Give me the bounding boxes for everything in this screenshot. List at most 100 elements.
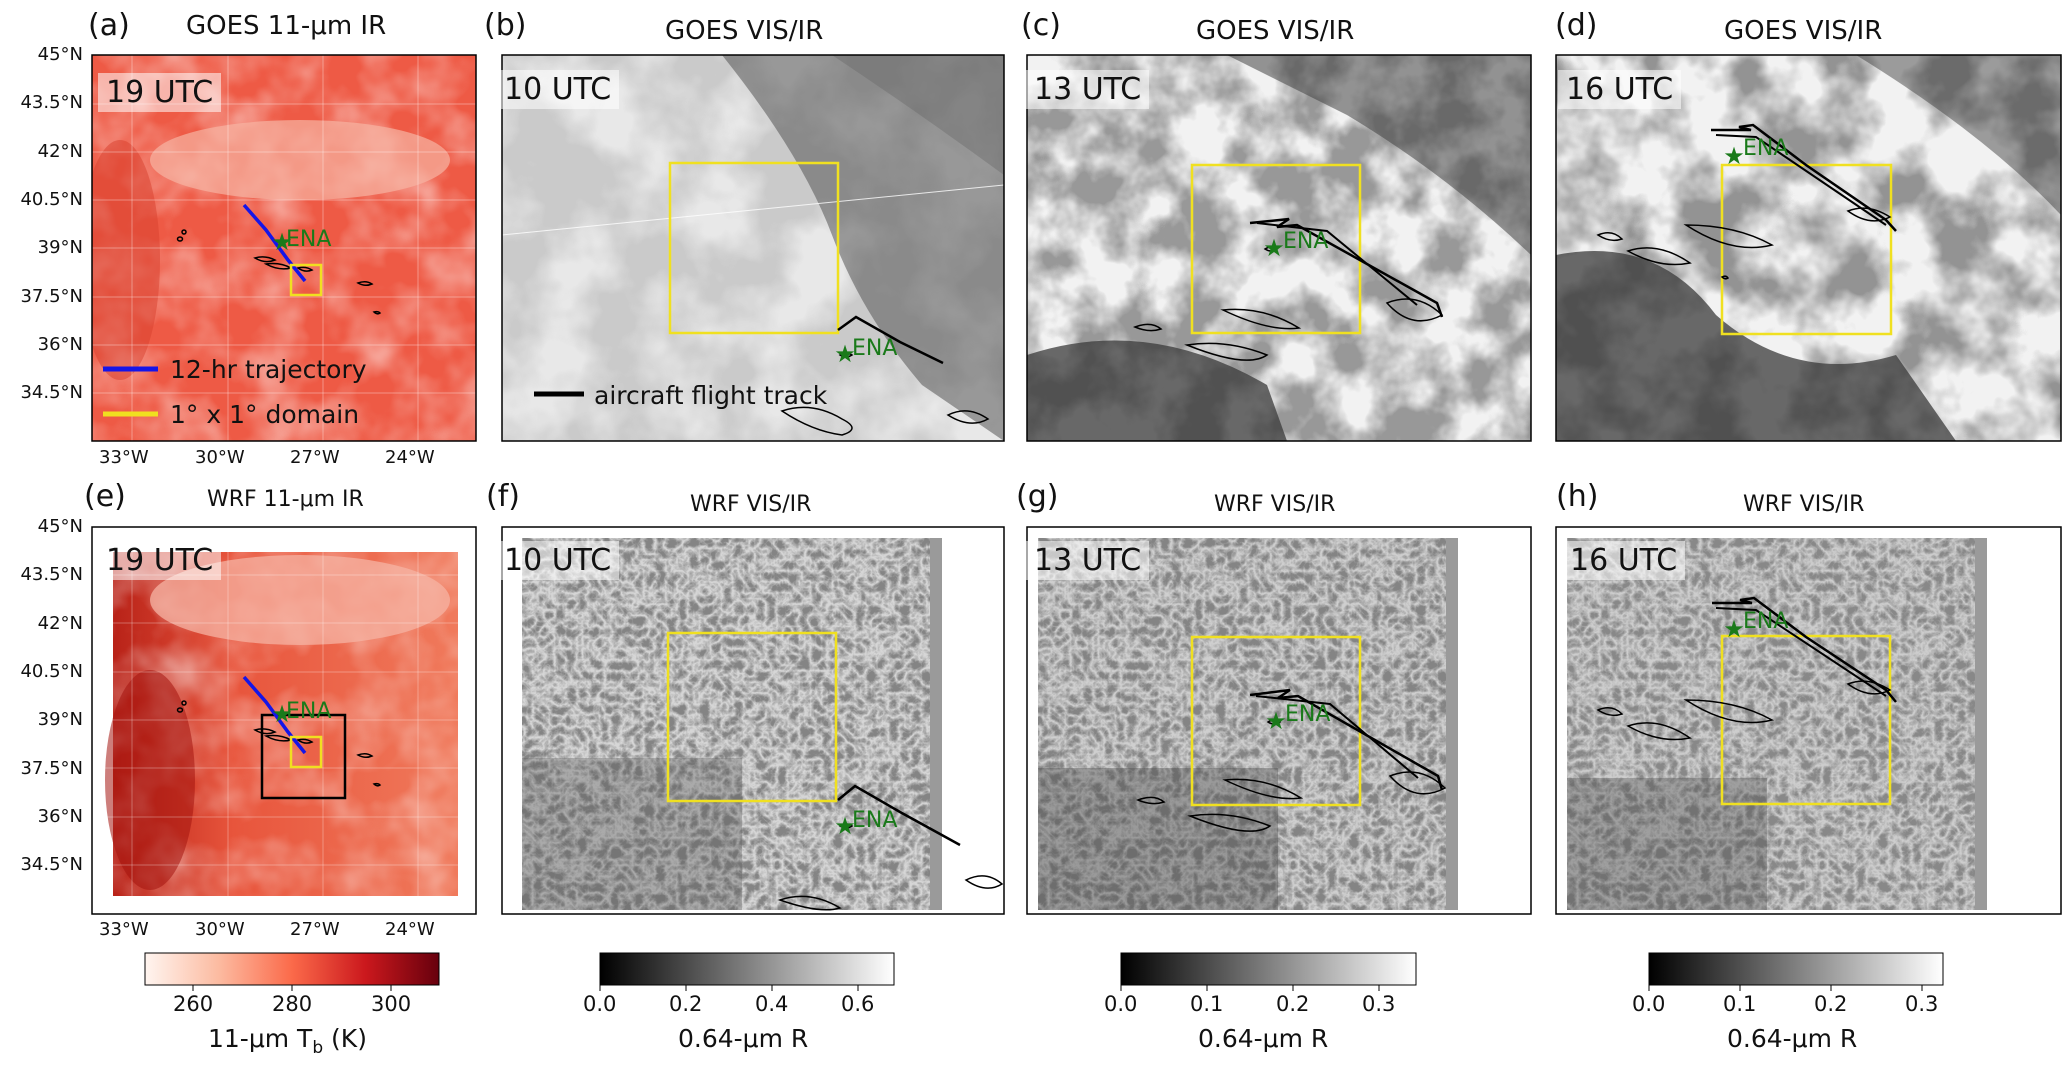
ena-label-c: ENA [1283,229,1329,254]
lon-tick: 30°W [195,447,245,468]
lon-tick: 27°W [290,919,340,940]
panel-b-time: 10 UTC [496,70,620,109]
lon-tick: 33°W [99,919,149,940]
panel-f-tag: (f) [486,479,520,514]
panel-b-map: ★ [501,54,1005,442]
panel-e-title: WRF 11-μm IR [207,487,364,512]
cb-tick: 0.6 [841,992,875,1016]
cb-tick: 0.2 [669,992,703,1016]
lat-tick: 37.5°N [20,286,83,307]
panel-f-time: 10 UTC [496,541,620,580]
panel-c-title: GOES VIS/IR [1196,16,1355,46]
lat-tick: 42°N [37,613,83,634]
ena-label-g: ENA [1285,702,1331,727]
panel-h-tag: (h) [1556,479,1599,514]
colorbar-ir-ticks [192,985,392,991]
cb-tick: 0.4 [755,992,789,1016]
panel-d-title: GOES VIS/IR [1724,16,1883,46]
cb-tick: 0.3 [1905,992,1939,1016]
colorbar-vis-f-title: 0.64-μm R [678,1024,809,1053]
panel-a-title: GOES 11-μm IR [186,11,387,41]
cb-tick: 0.3 [1362,992,1396,1016]
ena-star-h: ★ [1723,615,1745,643]
lat-tick: 42°N [37,141,83,162]
cb-tick: 0.1 [1723,992,1757,1016]
panel-g-map: ★ [1026,526,1532,915]
domain-box-wrf [289,735,323,769]
cb-tick: 0.2 [1814,992,1848,1016]
ena-star-g: ★ [1265,707,1287,735]
panel-f-title: WRF VIS/IR [690,492,812,517]
ena-star-f: ★ [834,812,856,840]
ena-label-d: ENA [1743,136,1789,161]
panel-a-tag: (a) [88,8,130,43]
panel-c-map: ★ [1026,54,1532,442]
lat-tick: 43.5°N [20,564,83,585]
domain-legend-label: 1° x 1° domain [170,400,360,429]
colorbar-vis-g [1120,952,1417,986]
cb-tick: 0.2 [1276,992,1310,1016]
panel-g-tag: (g) [1016,479,1059,514]
panel-d-tag: (d) [1555,8,1598,43]
panel-c-time: 13 UTC [1026,70,1150,109]
lat-tick: 39°N [37,237,83,258]
lat-tick: 36°N [37,806,83,827]
panel-d-time: 16 UTC [1558,70,1682,109]
cb-tick: 300 [371,992,412,1016]
wrf-domain-box [260,713,347,800]
ena-label-f: ENA [852,808,898,833]
domain-box [289,263,323,297]
colorbar-vis-g-title: 0.64-μm R [1198,1024,1329,1053]
cb-tick: 0.0 [1632,992,1666,1016]
lat-tick: 39°N [37,709,83,730]
panel-d-map: ★ [1555,54,2062,442]
ena-star-c: ★ [1263,234,1285,262]
ena-label-a: ENA [286,227,332,252]
panel-g-time: 13 UTC [1026,541,1150,580]
panel-e-map: ★ [91,526,477,915]
ena-label-b: ENA [852,336,898,361]
lat-tick: 40.5°N [20,189,83,210]
colorbar-ir-title: 11-μm Tb (K) [208,1024,367,1058]
ena-star-b: ★ [834,340,856,368]
colorbar-ir [144,952,440,986]
ena-star-d: ★ [1723,142,1745,170]
cb-tick: 0.0 [1104,992,1138,1016]
ena-star-wrf: ★ [271,700,293,728]
colorbar-vis-f [599,952,895,986]
lat-tick: 40.5°N [20,661,83,682]
lat-tick: 37.5°N [20,758,83,779]
trajectory-line-wrf [242,675,307,755]
lon-tick: 27°W [290,447,340,468]
lon-tick: 30°W [195,919,245,940]
trajectory-legend-label: 12-hr trajectory [170,355,367,384]
panel-c-tag: (c) [1021,8,1061,43]
colorbar-vis-h-title: 0.64-μm R [1727,1024,1858,1053]
panel-a-map: ★ [91,54,477,442]
panel-e-time: 19 UTC [98,541,222,580]
panel-h-map: ★ [1555,526,2062,915]
panel-e-tag: (e) [84,479,126,514]
lat-tick: 34.5°N [20,382,83,403]
cb-tick: 0.1 [1190,992,1224,1016]
panel-b-title: GOES VIS/IR [665,16,824,46]
lat-tick: 34.5°N [20,854,83,875]
lat-tick: 45°N [37,516,83,537]
lon-tick: 24°W [385,447,435,468]
lon-tick: 33°W [99,447,149,468]
cb-tick: 0.0 [583,992,617,1016]
panel-f-map: ★ [501,526,1005,915]
ena-label-h: ENA [1743,609,1789,634]
lat-tick: 45°N [37,44,83,65]
panel-h-time: 16 UTC [1562,541,1686,580]
ena-star: ★ [271,228,293,256]
colorbar-vis-h [1648,952,1944,986]
cb-tick: 260 [173,992,214,1016]
panel-a-time: 19 UTC [98,73,222,112]
ena-label-e: ENA [286,699,332,724]
trajectory-line [242,203,307,283]
panel-g-title: WRF VIS/IR [1214,492,1336,517]
flight-legend-label: aircraft flight track [594,381,828,410]
